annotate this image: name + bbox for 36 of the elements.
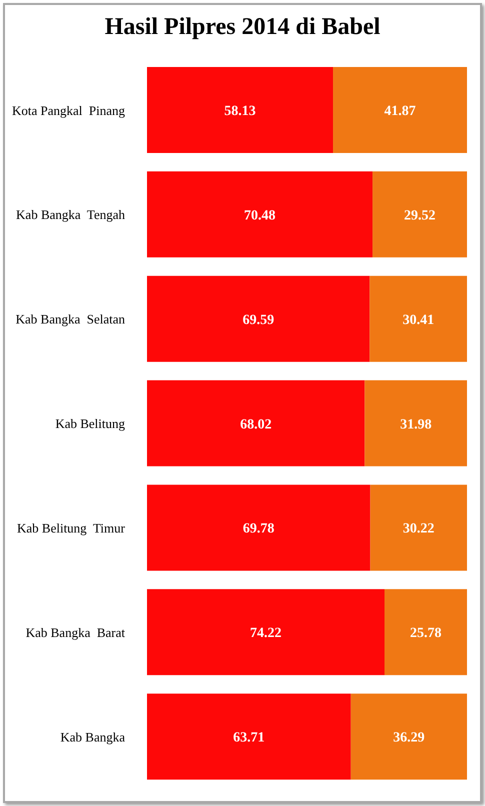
bar (147, 276, 370, 362)
y-tick-label: Kab Bangka (60, 729, 126, 744)
data-label: 36.29 (393, 730, 425, 746)
bar (147, 171, 373, 258)
data-label: 30.22 (402, 522, 434, 537)
bar (333, 67, 467, 153)
data-label: 41.87 (384, 104, 416, 119)
bar (147, 484, 370, 571)
data-label: 69.78 (242, 522, 274, 537)
data-label: 74.22 (250, 626, 282, 642)
bar (364, 380, 467, 466)
y-tick-label: Kab Bangka Barat (26, 624, 126, 640)
y-tick-label: Kota Pangkal Pinang (12, 102, 126, 118)
data-label: 69.59 (242, 312, 274, 328)
data-label: 29.52 (404, 208, 436, 224)
bar (147, 589, 385, 676)
y-tick-label: Kab Bangka Tengah (16, 207, 126, 222)
bar (372, 171, 467, 258)
chart-title: Hasil Pilpres 2014 di Babel (104, 13, 382, 42)
bar (147, 694, 351, 780)
data-label: 70.48 (244, 208, 276, 224)
bar (384, 589, 467, 676)
bar (350, 694, 467, 780)
data-label: 63.71 (233, 730, 265, 746)
bar (370, 276, 467, 362)
bar (147, 67, 334, 153)
data-label: 30.41 (402, 312, 434, 328)
data-label: 25.78 (410, 626, 442, 642)
y-tick-label: Kab Bangka Selatan (16, 312, 126, 327)
bar (370, 484, 467, 571)
bar (147, 380, 365, 466)
y-tick-label: Kab Belitung Timur (17, 520, 126, 536)
y-tick-label: Kab Belitung (55, 416, 126, 432)
data-label: 31.98 (400, 417, 432, 432)
data-label: 58.13 (224, 104, 256, 119)
data-label: 68.02 (240, 417, 272, 432)
